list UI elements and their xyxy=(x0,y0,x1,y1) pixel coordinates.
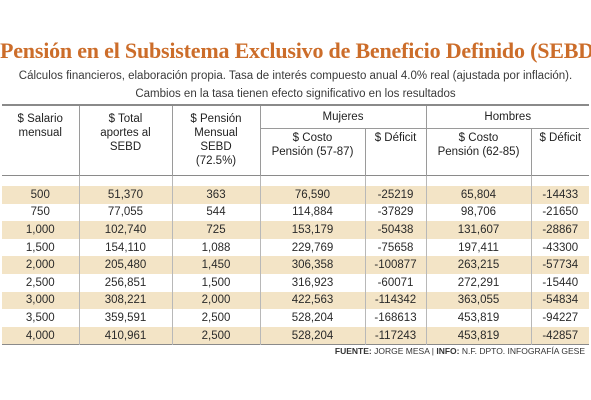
cell-pension: 2,500 xyxy=(171,309,260,327)
source-info-value: N.F. DPTO. INFOGRAFÍA GESE xyxy=(461,346,585,356)
cell-costo-mujeres: 528,204 xyxy=(259,309,365,327)
cell-costo-mujeres: 306,358 xyxy=(259,256,365,274)
cell-total-aportes: 359,591 xyxy=(78,309,172,327)
cell-costo-hombres: 65,804 xyxy=(425,186,531,204)
cell-salario: 750 xyxy=(30,206,50,219)
cell-total-aportes: 410,961 xyxy=(78,326,172,345)
header-hombres: Hombres xyxy=(425,105,589,129)
cell-salario: 1,000 xyxy=(2,221,79,239)
header-deficit-mujeres: $ Déficit xyxy=(364,128,426,176)
cell-deficit-hombres: -42857 xyxy=(530,326,589,345)
cell-costo-hombres: 98,706 xyxy=(425,203,531,222)
cell-total-aportes: 205,480 xyxy=(78,256,172,274)
cell-deficit-mujeres: -117243 xyxy=(364,326,426,345)
cell-pension: 2,000 xyxy=(171,291,260,310)
cell-salario: 3,500 xyxy=(25,311,55,324)
cell-salario: 4,000 xyxy=(2,326,79,345)
cell-deficit-mujeres: -37829 xyxy=(364,203,426,222)
source-info-label: INFO: xyxy=(436,346,460,356)
cell-costo-hombres: 263,215 xyxy=(425,256,531,274)
cell-salario: 2,500 xyxy=(25,276,55,289)
cell-deficit-hombres: -94227 xyxy=(530,309,589,327)
cell-deficit-mujeres: -114342 xyxy=(364,291,426,310)
cell-deficit-hombres: -15440 xyxy=(530,273,589,292)
cell-total-aportes: 102,740 xyxy=(78,221,172,239)
cell-total-aportes: 256,851 xyxy=(78,273,172,292)
cell-deficit-hombres: -14433 xyxy=(530,186,589,204)
cell-salario: 1,500 xyxy=(25,241,55,254)
table-row: 2,000 205,480 1,450 306,358 -100877 263,… xyxy=(2,256,589,274)
cell-pension: 363 xyxy=(171,186,260,204)
cell-costo-mujeres: 76,590 xyxy=(259,186,365,204)
cell-pension: 2,500 xyxy=(171,326,260,345)
cell-costo-hombres: 131,607 xyxy=(425,221,531,239)
page-title: Pensión en el Subsistema Exclusivo de Be… xyxy=(0,38,591,63)
cell-deficit-hombres: -43300 xyxy=(530,238,589,257)
cell-deficit-mujeres: -100877 xyxy=(364,256,426,274)
cell-salario: 2,000 xyxy=(2,256,79,274)
cell-costo-mujeres: 422,563 xyxy=(259,291,365,310)
cell-deficit-hombres: -54834 xyxy=(530,291,589,310)
cell-costo-hombres: 453,819 xyxy=(425,326,531,345)
header-total-aportes: $ Total aportes al SEBD xyxy=(78,105,172,176)
cell-deficit-mujeres: -60071 xyxy=(364,273,426,292)
source-fuente-label: FUENTE: xyxy=(334,346,372,356)
cell-deficit-mujeres: -50438 xyxy=(364,221,426,239)
subtitle-line-1: Cálculos financieros, elaboración propia… xyxy=(18,70,573,82)
table-row: 750 77,055 544 114,884 -37829 98,706 -21… xyxy=(2,203,589,222)
cell-pension: 544 xyxy=(171,203,260,222)
cell-deficit-hombres: -28867 xyxy=(530,221,589,239)
header-salario: $ Salario mensual xyxy=(17,113,63,139)
cell-total-aportes: 77,055 xyxy=(78,203,172,222)
table-row: 1,000 102,740 725 153,179 -50438 131,607… xyxy=(2,221,589,239)
cell-salario: 500 xyxy=(2,186,79,204)
source-fuente-value: JORGE MESA | xyxy=(374,346,434,356)
pension-table: $ Salario mensual $ Total aportes al SEB… xyxy=(2,104,589,345)
cell-costo-hombres: 197,411 xyxy=(425,238,531,257)
cell-costo-mujeres: 316,923 xyxy=(259,273,365,292)
subtitle-line-2: Cambios en la tasa tienen efecto signifi… xyxy=(135,88,456,100)
cell-deficit-hombres: -57734 xyxy=(530,256,589,274)
cell-pension: 1,450 xyxy=(171,256,260,274)
cell-costo-hombres: 453,819 xyxy=(425,309,531,327)
header-costo-hombres: $ Costo Pensión (62-85) xyxy=(425,128,531,176)
cell-pension: 1,500 xyxy=(171,273,260,292)
cell-salario: 3,000 xyxy=(2,291,79,310)
header-deficit-hombres: $ Déficit xyxy=(530,128,589,176)
cell-total-aportes: 51,370 xyxy=(78,186,172,204)
table-row: 500 51,370 363 76,590 -25219 65,804 -144… xyxy=(2,186,589,204)
cell-total-aportes: 154,110 xyxy=(78,238,172,257)
cell-pension: 1,088 xyxy=(171,238,260,257)
header-pension: $ Pensión Mensual SEBD (72.5%) xyxy=(171,105,260,176)
cell-costo-mujeres: 528,204 xyxy=(259,326,365,345)
cell-deficit-mujeres: -168613 xyxy=(364,309,426,327)
cell-deficit-hombres: -21650 xyxy=(530,203,589,222)
cell-costo-hombres: 363,055 xyxy=(425,291,531,310)
header-costo-mujeres: $ Costo Pensión (57-87) xyxy=(259,128,365,176)
table-row: 4,000 410,961 2,500 528,204 -117243 453,… xyxy=(2,326,589,345)
cell-pension: 725 xyxy=(171,221,260,239)
cell-costo-mujeres: 229,769 xyxy=(259,238,365,257)
table-row: 3,500 359,591 2,500 528,204 -168613 453,… xyxy=(2,309,589,327)
cell-costo-hombres: 272,291 xyxy=(425,273,531,292)
cell-costo-mujeres: 153,179 xyxy=(259,221,365,239)
table-row: 1,500 154,110 1,088 229,769 -75658 197,4… xyxy=(2,238,589,257)
cell-costo-mujeres: 114,884 xyxy=(259,203,365,222)
source-credit: FUENTE: JORGE MESA | INFO: N.F. DPTO. IN… xyxy=(335,346,585,356)
header-mujeres: Mujeres xyxy=(259,105,426,129)
cell-deficit-mujeres: -25219 xyxy=(364,186,426,204)
table-row: 2,500 256,851 1,500 316,923 -60071 272,2… xyxy=(2,273,589,292)
cell-deficit-mujeres: -75658 xyxy=(364,238,426,257)
cell-total-aportes: 308,221 xyxy=(78,291,172,310)
table-row: 3,000 308,221 2,000 422,563 -114342 363,… xyxy=(2,291,589,310)
